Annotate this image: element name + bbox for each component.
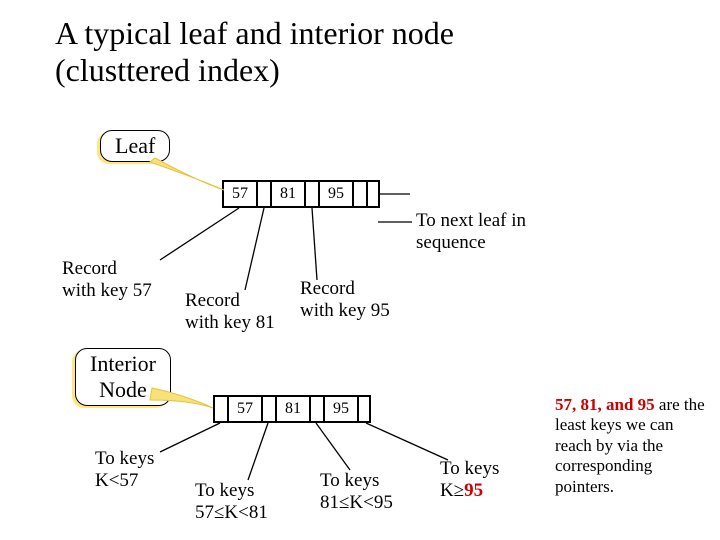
interior-callout-label: Interior Node [90, 351, 156, 402]
interior-node: 57 81 95 [213, 395, 371, 423]
to-next-leaf-label: To next leaf in sequence [416, 210, 526, 254]
leaf-key-1: 81 [270, 180, 304, 208]
int-ptr-1 [261, 395, 275, 423]
leaf-node: 57 81 95 [222, 180, 380, 208]
page-title: A typical leaf and interior node (clustt… [55, 15, 454, 89]
leaf-key-2: 95 [318, 180, 352, 208]
keys-57-81-label: To keys 57≤K<81 [195, 480, 268, 524]
keys-ge95-label: To keys K≥95 [440, 458, 499, 502]
side-note-nums: 57, 81, and 95 [555, 395, 655, 414]
title-line1: A typical leaf and interior node [55, 15, 454, 51]
int-ptr-2 [309, 395, 323, 423]
leaf-ptr-2 [352, 180, 366, 208]
side-note: 57, 81, and 95 are the least keys we can… [555, 395, 705, 497]
int-key-0: 57 [227, 395, 261, 423]
leaf-ptr-1 [304, 180, 318, 208]
leaf-key-0: 57 [222, 180, 256, 208]
int-ptr-3 [357, 395, 371, 423]
int-key-1: 81 [275, 395, 309, 423]
leaf-callout-label: Leaf [115, 133, 155, 158]
leaf-callout: Leaf [100, 130, 170, 162]
interior-callout: Interior Node [75, 348, 171, 406]
keys-81-95-label: To keys 81≤K<95 [320, 470, 393, 514]
record-95-label: Record with key 95 [300, 278, 390, 322]
title-line2: (clusttered index) [55, 52, 280, 88]
record-57-label: Record with key 57 [62, 258, 152, 302]
record-81-label: Record with key 81 [185, 290, 275, 334]
keys-ge95-num: 95 [464, 480, 483, 501]
keys-lt57-label: To keys K<57 [95, 448, 154, 492]
int-ptr-0 [213, 395, 227, 423]
leaf-ptr-3 [366, 180, 380, 208]
leaf-ptr-0 [256, 180, 270, 208]
int-key-2: 95 [323, 395, 357, 423]
